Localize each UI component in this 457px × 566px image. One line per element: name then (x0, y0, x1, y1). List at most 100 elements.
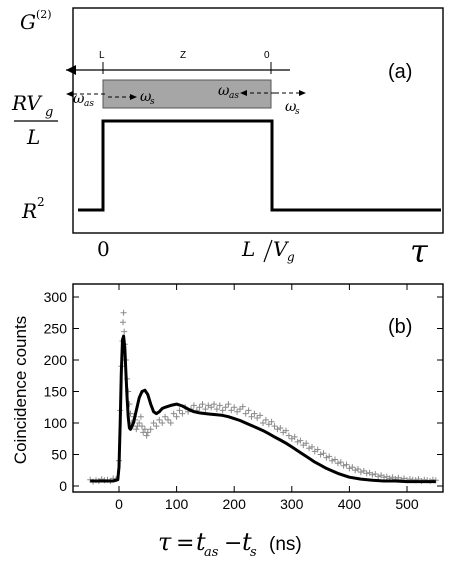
scatter-point (137, 413, 144, 420)
scatter-point (357, 469, 364, 476)
panel-a-frame (72, 7, 444, 234)
scatter-point (291, 433, 298, 440)
xtick-lvg-slash (263, 239, 273, 263)
panel-a-ylabel: G (2) (20, 8, 52, 34)
scatter-point (303, 440, 310, 447)
scatter-point (294, 438, 301, 445)
scatter-point (162, 413, 169, 420)
scatter-point (283, 427, 289, 434)
scatter-point (159, 420, 166, 426)
scatter-point (196, 404, 203, 411)
x-tick-label: 200 (223, 496, 247, 512)
scatter-point (271, 423, 278, 430)
scatter-point (144, 429, 151, 436)
scatter-point (213, 406, 220, 413)
omega-s-outside-arrow-head (299, 90, 306, 96)
panel-b-label: (b) (388, 316, 412, 338)
scatter-point (147, 426, 154, 433)
xtick-lvg-v: V (273, 237, 290, 261)
scatter-point (120, 309, 127, 316)
medium-right-label: 0 (264, 50, 270, 61)
scatter-point (369, 471, 376, 478)
scatter-point (297, 437, 304, 444)
ytick-rv-sub: g (45, 105, 53, 120)
panel-a-step-curve (78, 119, 441, 212)
scatter-point (340, 462, 347, 469)
scatter-point (363, 470, 370, 477)
omega-s-outside: ω (285, 99, 297, 115)
scatter-point (143, 432, 150, 439)
scatter-point (262, 416, 269, 423)
xlabel-unit: (ns) (269, 534, 302, 555)
medium-center-label: Z (180, 50, 186, 61)
scatter-point (228, 407, 235, 414)
scatter-point (120, 319, 126, 326)
panel-a-ytick-low: R 2 (21, 195, 45, 223)
scatter-point (170, 410, 177, 417)
scatter-point (314, 446, 321, 453)
scatter-point (343, 461, 350, 468)
omega-s-outside-sub: s (295, 107, 300, 117)
scatter-point (156, 416, 163, 423)
scatter-point (153, 423, 160, 430)
scatter-point (285, 432, 292, 439)
omega-as-left: ω (73, 91, 85, 107)
xtick-lvg-sub: g (287, 250, 295, 264)
ytick-r2-sup: 2 (37, 195, 45, 209)
ytick-rv: RV (11, 91, 43, 115)
panel-a-xlabel: τ (410, 232, 429, 270)
omega-as-inside-sub: as (229, 91, 239, 101)
medium-left-label: L (99, 50, 105, 61)
scatter-point (257, 412, 264, 419)
x-tick-label: 300 (280, 496, 304, 512)
scatter-point (133, 426, 140, 433)
scatter-point (260, 420, 266, 426)
scatter-point (268, 418, 275, 425)
scatter-point (179, 410, 186, 417)
x-tick-label: 100 (165, 496, 189, 512)
scatter-point (323, 454, 330, 461)
omega-as-left-sub: as (84, 99, 94, 109)
omega-as-inside-arrow-head (240, 90, 247, 96)
scatter-point (317, 451, 324, 458)
scatter-point (265, 421, 272, 428)
scatter-point (139, 423, 145, 430)
xlabel-tau: τ (158, 528, 172, 556)
panel-a-ylabel-g: G (20, 10, 36, 34)
xtick-lvg-l: L (241, 237, 255, 261)
scatter-point (352, 467, 359, 474)
scatter-point (173, 413, 180, 420)
scatter-point (150, 420, 157, 426)
scatter-point (337, 459, 344, 466)
scatter-point (136, 420, 143, 426)
xlabel-t1: t (196, 528, 206, 556)
scatter-point (219, 407, 226, 414)
panel-a-xtick-0: 0 (97, 237, 110, 261)
omega-as-inside: ω (218, 83, 230, 99)
panel-a-label: (a) (388, 61, 412, 83)
scatter-point (381, 474, 387, 481)
omega-s-inside-sub: s (150, 97, 155, 107)
xlabel-eq: = (176, 531, 194, 556)
scatter-point (329, 457, 336, 464)
scatter-point (355, 466, 361, 472)
scatter-point (306, 445, 313, 452)
scatter-point (332, 456, 338, 463)
y-tick-label: 150 (44, 384, 68, 400)
scatter-point (216, 402, 223, 409)
scatter-point (334, 460, 341, 467)
scatter-point (121, 328, 128, 335)
scatter-point (320, 450, 327, 457)
omega-as-left-arrow-head (66, 91, 73, 97)
x-tick-label: 500 (395, 496, 419, 512)
z-axis-arrow-head (66, 65, 76, 75)
x-tick-label: 0 (115, 496, 123, 512)
medium-schematic: L Z 0 ω as ω s ω as ω (66, 50, 306, 117)
panel-b-xlabel: τ = t as − t s (ns) (158, 528, 302, 560)
panel-b-ylabel: Coincidence counts (11, 316, 30, 464)
scatter-point (346, 465, 353, 472)
scatter-point (225, 401, 232, 408)
panel-a-ytick-high: RV g L (11, 91, 58, 149)
